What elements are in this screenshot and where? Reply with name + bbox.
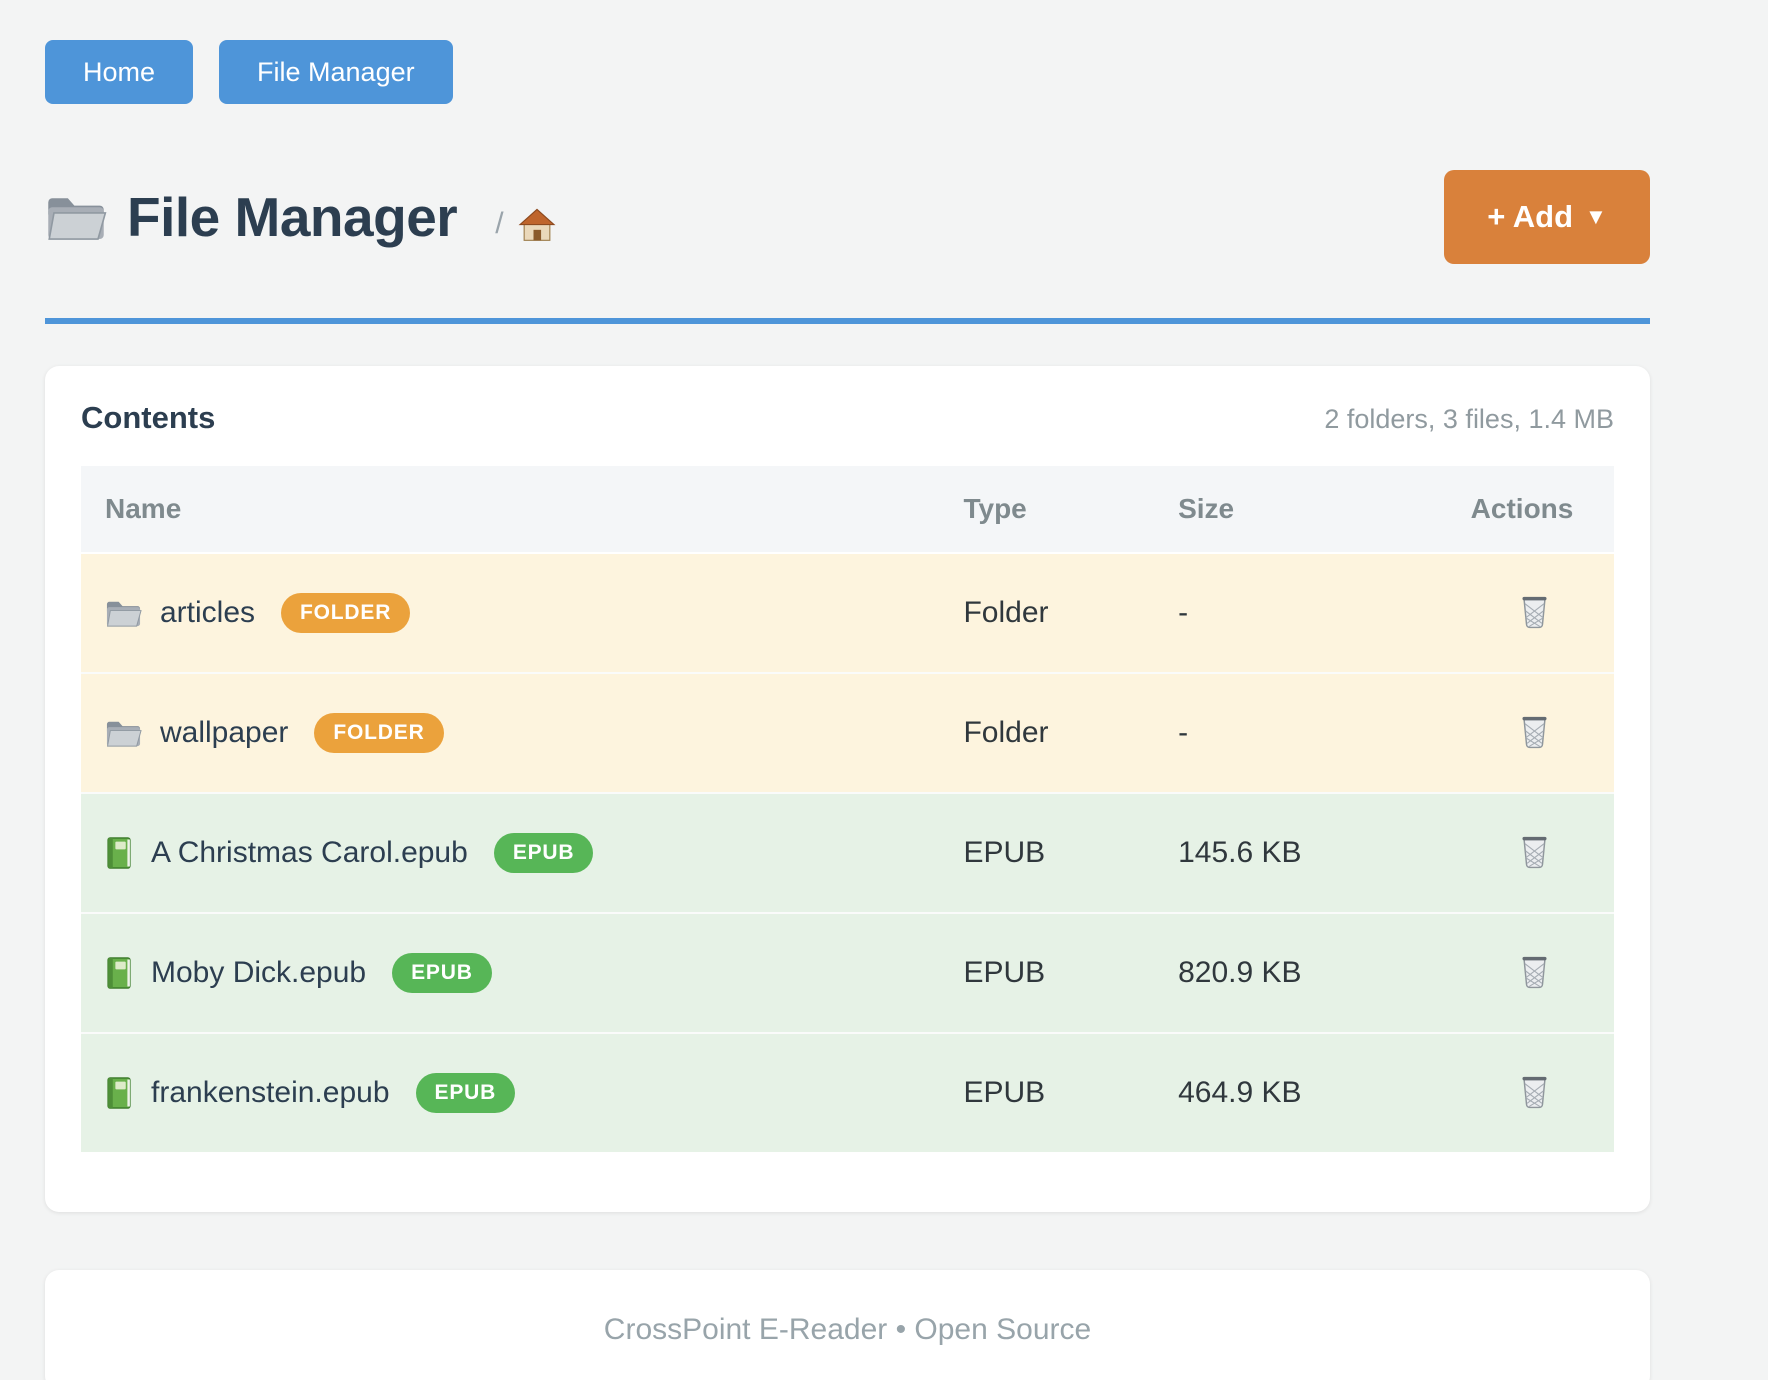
add-button-label: + Add bbox=[1487, 199, 1574, 234]
delete-button[interactable] bbox=[1514, 828, 1555, 877]
folder-icon bbox=[105, 718, 142, 748]
page-header: File Manager / + Add ▼ bbox=[45, 170, 1650, 264]
type-cell: EPUB bbox=[939, 1032, 1155, 1152]
trash-icon bbox=[1518, 1072, 1551, 1110]
table-row[interactable]: articles FOLDER Folder - bbox=[81, 553, 1614, 673]
table-row[interactable]: frankenstein.epub EPUB EPUB 464.9 KB bbox=[81, 1032, 1614, 1152]
page: Home File Manager File Manager / + Add ▼… bbox=[45, 0, 1650, 1380]
house-icon[interactable] bbox=[516, 205, 558, 243]
type-badge: FOLDER bbox=[281, 593, 411, 633]
footer: CrossPoint E-Reader • Open Source bbox=[45, 1270, 1650, 1380]
green-book-icon bbox=[105, 836, 133, 870]
folder-icon bbox=[45, 192, 107, 242]
top-nav: Home File Manager bbox=[45, 40, 1650, 104]
column-header-name: Name bbox=[81, 466, 940, 554]
delete-button[interactable] bbox=[1514, 1068, 1555, 1117]
add-button[interactable]: + Add ▼ bbox=[1444, 170, 1650, 264]
delete-button[interactable] bbox=[1514, 588, 1555, 637]
green-book-icon bbox=[105, 956, 133, 990]
trash-icon bbox=[1518, 952, 1551, 990]
type-badge: EPUB bbox=[493, 833, 594, 873]
size-cell: 820.9 KB bbox=[1154, 912, 1431, 1033]
file-table: Name Type Size Actions articles FOLDER F… bbox=[81, 466, 1614, 1152]
contents-heading: Contents bbox=[81, 400, 216, 435]
type-cell: Folder bbox=[963, 596, 1049, 629]
breadcrumb-separator: / bbox=[495, 207, 504, 240]
file-name: articles bbox=[160, 596, 256, 629]
file-name: Moby Dick.epub bbox=[151, 956, 367, 989]
header-divider bbox=[45, 318, 1650, 324]
trash-icon bbox=[1518, 832, 1551, 870]
green-book-icon bbox=[105, 1076, 133, 1110]
column-header-actions: Actions bbox=[1430, 466, 1614, 554]
home-button[interactable]: Home bbox=[45, 40, 194, 104]
type-cell: Folder bbox=[939, 672, 1155, 793]
type-badge: EPUB bbox=[415, 1073, 516, 1113]
contents-summary: 2 folders, 3 files, 1.4 MB bbox=[1324, 404, 1614, 434]
breadcrumb: / bbox=[495, 205, 557, 243]
column-header-size: Size bbox=[1154, 466, 1431, 554]
size-cell: - bbox=[1154, 672, 1431, 793]
type-cell: EPUB bbox=[939, 912, 1155, 1033]
size-cell: - bbox=[1178, 596, 1189, 629]
trash-icon bbox=[1518, 712, 1551, 750]
footer-text: CrossPoint E-Reader • Open Source bbox=[603, 1313, 1092, 1346]
type-badge: FOLDER bbox=[314, 713, 444, 753]
file-name: wallpaper bbox=[160, 716, 289, 749]
table-row[interactable]: Moby Dick.epub EPUB EPUB 820.9 KB bbox=[81, 912, 1614, 1033]
folder-icon bbox=[105, 598, 142, 628]
file-name: A Christmas Carol.epub bbox=[151, 836, 468, 869]
page-title: File Manager bbox=[127, 186, 458, 248]
delete-button[interactable] bbox=[1514, 948, 1555, 997]
column-header-type: Type bbox=[939, 466, 1155, 554]
type-cell: EPUB bbox=[939, 792, 1155, 913]
table-header-row: Name Type Size Actions bbox=[81, 466, 1614, 554]
delete-button[interactable] bbox=[1514, 708, 1555, 757]
file-manager-button[interactable]: File Manager bbox=[219, 40, 453, 104]
table-row[interactable]: wallpaper FOLDER Folder - bbox=[81, 672, 1614, 793]
file-name: frankenstein.epub bbox=[151, 1076, 390, 1109]
size-cell: 464.9 KB bbox=[1154, 1032, 1431, 1152]
table-row[interactable]: A Christmas Carol.epub EPUB EPUB 145.6 K… bbox=[81, 792, 1614, 913]
contents-card: Contents 2 folders, 3 files, 1.4 MB Name… bbox=[45, 366, 1650, 1212]
trash-icon bbox=[1518, 592, 1551, 630]
chevron-down-icon: ▼ bbox=[1585, 204, 1607, 229]
type-badge: EPUB bbox=[392, 953, 492, 993]
size-cell: 145.6 KB bbox=[1154, 792, 1431, 913]
